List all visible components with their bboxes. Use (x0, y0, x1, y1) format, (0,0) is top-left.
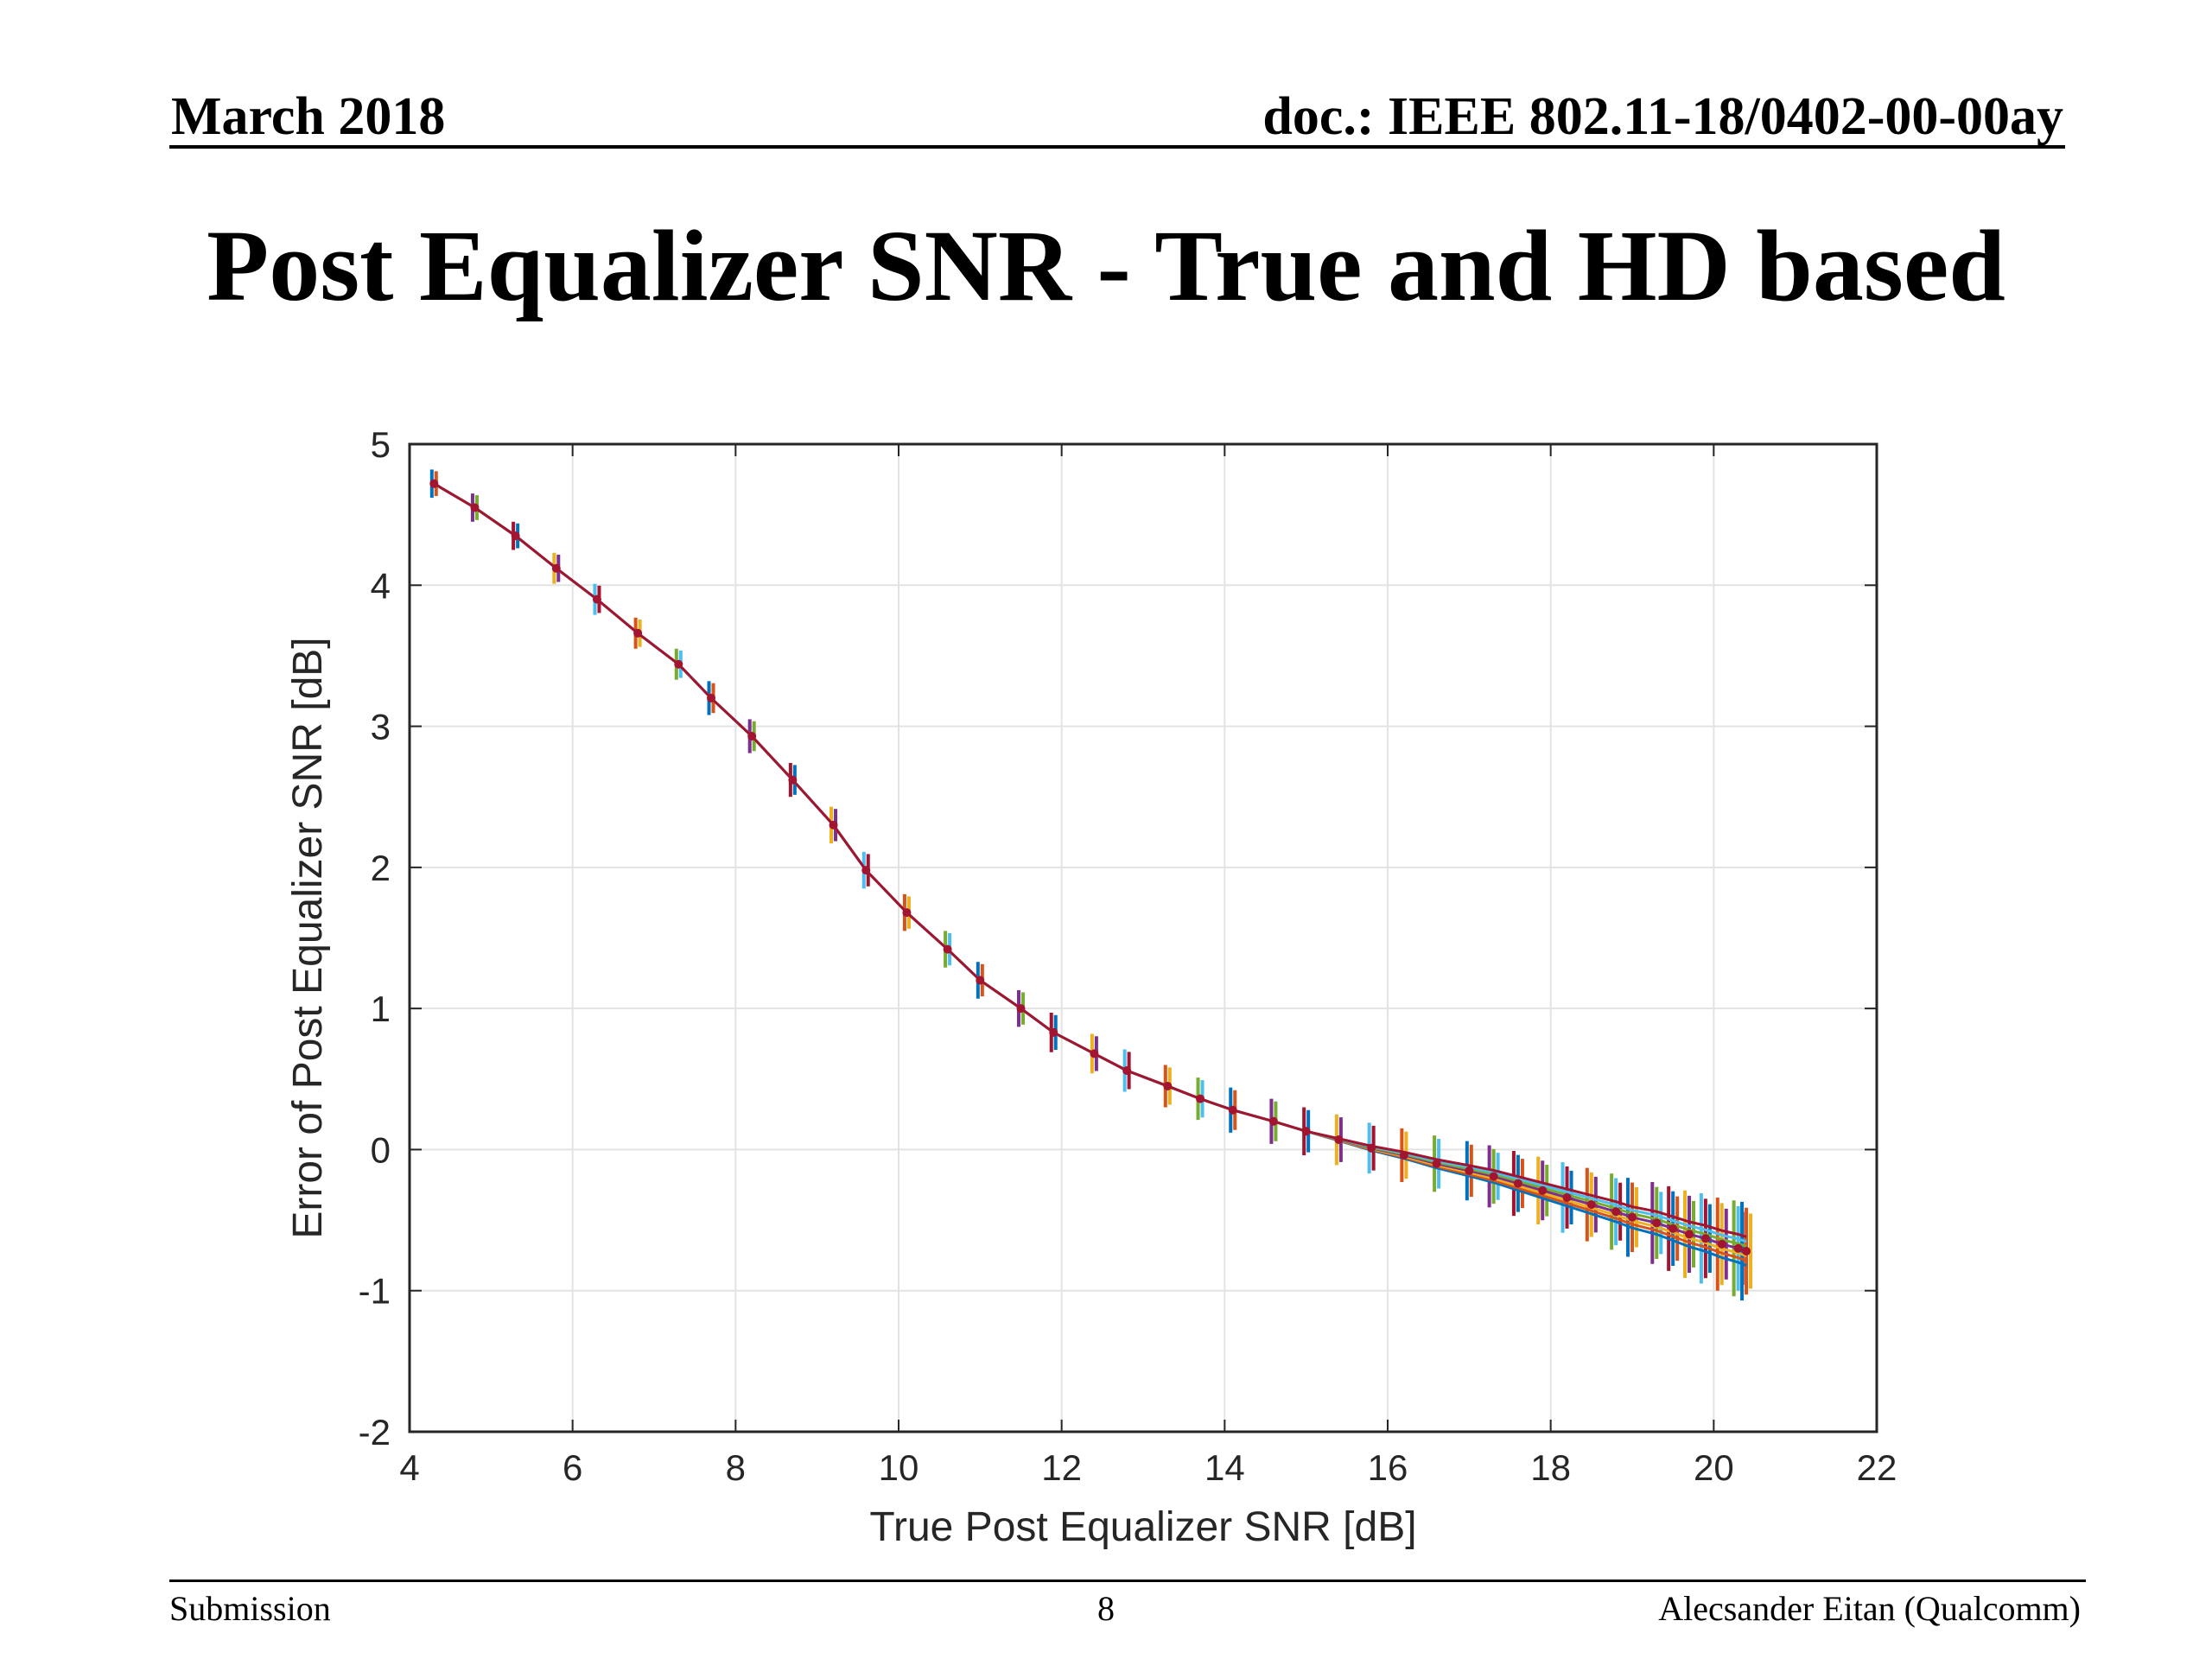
series-line (433, 482, 1747, 1262)
data-point (1228, 1105, 1237, 1115)
data-point (1334, 1135, 1344, 1144)
data-point (1669, 1224, 1678, 1233)
y-tick-label: -2 (359, 1412, 391, 1452)
data-point (943, 944, 952, 954)
data-point (1367, 1143, 1376, 1153)
x-tick-label: 14 (1205, 1447, 1245, 1488)
slide-title: Post Equalizer SNR - True and HD based (207, 209, 2005, 322)
data-point (592, 594, 601, 604)
series-line (433, 482, 1747, 1243)
x-tick-label: 12 (1041, 1447, 1082, 1488)
data-point (1465, 1166, 1474, 1175)
y-tick-label: 3 (371, 707, 391, 747)
data-point (1562, 1192, 1572, 1202)
y-tick-label: 2 (371, 848, 391, 888)
data-point (1016, 1004, 1026, 1014)
data-point (1301, 1127, 1311, 1136)
data-point (1122, 1065, 1132, 1075)
x-tick-label: 20 (1694, 1447, 1734, 1488)
data-point (1399, 1150, 1408, 1160)
plot-frame (408, 442, 1878, 1433)
x-tick-label: 4 (399, 1447, 419, 1488)
footer-submission: Submission (169, 1589, 331, 1628)
data-point (707, 693, 716, 702)
data-point (1717, 1239, 1726, 1249)
series-line (433, 482, 1747, 1257)
data-point (1611, 1207, 1621, 1217)
x-axis-label: True Post Equalizer SNR [dB] (869, 1504, 1416, 1550)
data-point (1268, 1116, 1278, 1126)
series-line (433, 482, 1747, 1267)
y-tick-label: 4 (371, 565, 391, 606)
data-point (1432, 1159, 1441, 1168)
x-tick-label: 18 (1530, 1447, 1571, 1488)
data-point (1049, 1027, 1058, 1037)
data-point (829, 820, 838, 830)
data-point (429, 479, 439, 488)
data-point (976, 976, 985, 985)
y-tick-label: 5 (371, 424, 391, 465)
data-point (470, 503, 480, 512)
data-point (1196, 1094, 1205, 1103)
data-point (511, 531, 520, 541)
footer-divider (169, 1580, 2086, 1582)
data-point (1652, 1218, 1662, 1228)
data-point (1538, 1185, 1548, 1195)
footer-page-number: 8 (1097, 1589, 1115, 1628)
x-tick-label: 8 (726, 1447, 746, 1488)
y-tick-label: -1 (359, 1271, 391, 1312)
y-axis-label: Error of Post Equalizer SNR [dB] (285, 637, 331, 1238)
x-tick-label: 16 (1368, 1447, 1408, 1488)
chart-grid (409, 443, 1878, 1433)
data-point (1489, 1172, 1498, 1181)
header-date: March 2018 (171, 87, 446, 146)
footer-author: Alecsander Eitan (Qualcomm) (1658, 1589, 2081, 1628)
data-point (633, 628, 643, 638)
data-point (861, 866, 871, 875)
data-point (551, 563, 561, 573)
data-point (674, 659, 683, 669)
data-point (747, 732, 757, 741)
x-tick-label: 6 (563, 1447, 582, 1488)
data-point (1090, 1049, 1099, 1058)
chart-series (429, 469, 1753, 1301)
series-line (433, 482, 1747, 1248)
header-doc-id: doc.: IEEE 802.11-18/0402-00-00ay (1262, 87, 2063, 146)
data-point (1733, 1243, 1743, 1253)
data-point (902, 908, 912, 918)
data-point (788, 775, 798, 785)
data-point (1513, 1179, 1522, 1188)
data-point (1685, 1230, 1694, 1239)
data-point (1628, 1212, 1637, 1222)
data-point (1700, 1234, 1710, 1243)
y-tick-label: 0 (371, 1129, 391, 1170)
series-line (433, 482, 1747, 1238)
x-tick-label: 10 (879, 1447, 919, 1488)
data-point (1586, 1200, 1596, 1210)
data-point (1163, 1081, 1173, 1090)
x-tick-label: 22 (1857, 1447, 1897, 1488)
data-point (1742, 1246, 1751, 1255)
y-tick-label: 1 (371, 988, 391, 1029)
header-divider (169, 145, 2065, 149)
